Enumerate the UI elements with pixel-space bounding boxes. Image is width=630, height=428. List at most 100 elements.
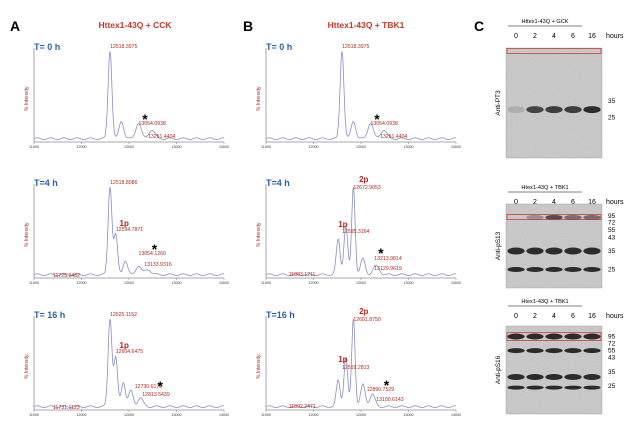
protein-band bbox=[526, 385, 544, 390]
lane-unit-label: hours bbox=[606, 199, 624, 206]
lane-label: 4 bbox=[552, 199, 556, 206]
phospho-tag: 1p bbox=[338, 355, 347, 364]
protein-band bbox=[545, 374, 563, 381]
protein-band bbox=[564, 214, 582, 220]
protein-band bbox=[526, 348, 544, 354]
peak-mass-label: 12519.2813 bbox=[342, 365, 370, 371]
antibody-label: Anti-pS13 bbox=[495, 231, 502, 260]
peak-mass-label: 12594.7871 bbox=[116, 227, 144, 233]
x-tick-label: 12000 bbox=[309, 281, 319, 285]
lane-label: 2 bbox=[533, 33, 537, 40]
protein-band bbox=[583, 374, 601, 381]
protein-band bbox=[564, 106, 582, 114]
peak-mass-label: 12604.6475 bbox=[116, 349, 144, 355]
x-tick-label: 11000 bbox=[29, 413, 39, 417]
y-axis-label: % Intensity bbox=[24, 222, 30, 247]
protein-band bbox=[583, 348, 601, 354]
x-tick-label: 11000 bbox=[261, 413, 271, 417]
x-tick-label: 11000 bbox=[261, 145, 271, 149]
x-tick-label: 13000 bbox=[404, 145, 414, 149]
asterisk-marker: * bbox=[384, 377, 390, 393]
lane-label: 2 bbox=[533, 313, 537, 320]
panel-a-title: Httex1-43Q + CCK bbox=[99, 20, 173, 30]
peak-mass-label: 11731.1123 bbox=[53, 405, 80, 411]
lane-label: 16 bbox=[588, 33, 596, 40]
protein-band bbox=[526, 214, 544, 220]
lane-label: 16 bbox=[588, 199, 596, 206]
x-tick-label: 13000 bbox=[404, 413, 414, 417]
peak-mass-label: 12813.5439 bbox=[142, 392, 170, 398]
phospho-tag: 1p bbox=[120, 341, 129, 350]
membrane-grain bbox=[506, 48, 602, 158]
peak-mass-label: 12518.8086 bbox=[110, 180, 138, 186]
mw-marker: 72 bbox=[608, 341, 616, 348]
protein-band bbox=[507, 374, 525, 381]
protein-band bbox=[526, 106, 544, 114]
spectrum-a-1: % Intensity 11000 12000 12000 13000 14000 T=4 … bbox=[24, 178, 229, 285]
y-axis-label: % Intensity bbox=[256, 222, 262, 247]
x-tick-label: 13000 bbox=[172, 413, 182, 417]
protein-band bbox=[583, 385, 601, 390]
mw-marker: 95 bbox=[608, 334, 616, 341]
x-tick-label: 14000 bbox=[451, 413, 461, 417]
protein-band bbox=[564, 374, 582, 381]
peak-mass-label: 12595.3164 bbox=[342, 229, 370, 235]
protein-band bbox=[545, 214, 563, 220]
x-tick-label: 14000 bbox=[219, 281, 229, 285]
phospho-tag: 2p bbox=[359, 307, 368, 316]
x-tick-label: 13000 bbox=[172, 281, 182, 285]
protein-band bbox=[564, 333, 582, 340]
protein-band bbox=[545, 333, 563, 340]
peak-mass-label: 12518.3975 bbox=[342, 44, 370, 50]
y-axis-label: % Intensity bbox=[24, 354, 30, 379]
lane-label: 0 bbox=[514, 199, 518, 206]
asterisk-marker: * bbox=[142, 111, 148, 127]
x-tick-label: 12000 bbox=[77, 281, 87, 285]
mw-marker: 25 bbox=[608, 383, 616, 390]
peak-mass-label: 13251.4404 bbox=[380, 134, 408, 140]
protein-band bbox=[526, 247, 544, 255]
x-tick-label: 12000 bbox=[124, 145, 134, 149]
panel-b-title: Httex1-43Q + TBK1 bbox=[328, 20, 405, 30]
protein-band bbox=[545, 247, 563, 255]
spectrum-a-2: % Intensity 11000 12000 12000 13000 14000 T= 1… bbox=[24, 310, 229, 417]
x-tick-label: 12000 bbox=[356, 413, 366, 417]
asterisk-marker: * bbox=[152, 241, 158, 257]
mw-marker: 95 bbox=[608, 213, 616, 220]
x-tick-label: 13000 bbox=[404, 281, 414, 285]
mw-marker: 55 bbox=[608, 227, 616, 234]
peak-mass-label: 13251.4404 bbox=[148, 134, 176, 140]
protein-band bbox=[526, 333, 544, 340]
x-tick-label: 11000 bbox=[29, 281, 39, 285]
spectra-layer: % Intensity 11000 12000 12000 13000 14000 T= 0… bbox=[24, 42, 461, 417]
x-tick-label: 12000 bbox=[356, 145, 366, 149]
spectrum-trace bbox=[265, 319, 457, 409]
mw-marker: 43 bbox=[608, 355, 616, 362]
peak-mass-label: 12730.6172 bbox=[135, 384, 163, 390]
panel-letter-a: A bbox=[10, 18, 20, 34]
antibody-label: Anti-pS16 bbox=[495, 355, 502, 384]
x-tick-label: 11000 bbox=[261, 281, 271, 285]
protein-band bbox=[583, 214, 601, 220]
time-label: T=4 h bbox=[266, 178, 290, 188]
lane-label: 6 bbox=[571, 33, 575, 40]
lane-label: 4 bbox=[552, 33, 556, 40]
protein-band bbox=[583, 106, 601, 114]
x-tick-label: 12000 bbox=[77, 413, 87, 417]
panel-letter-c: C bbox=[474, 18, 484, 34]
blot-title: Htex1-43Q + TBK1 bbox=[521, 299, 568, 305]
time-label: T= 0 h bbox=[266, 42, 292, 52]
panel-letter-b: B bbox=[243, 18, 253, 34]
x-tick-label: 11000 bbox=[29, 145, 39, 149]
spectrum-trace bbox=[33, 51, 225, 141]
y-axis-label: % Intensity bbox=[24, 86, 30, 111]
spectrum-trace bbox=[33, 187, 225, 277]
mw-marker: 72 bbox=[608, 219, 616, 226]
peak-mass-label: 12525.1152 bbox=[110, 312, 137, 318]
lane-label: 16 bbox=[588, 313, 596, 320]
western-blot-2: Htex1-43Q + TBK1 0 2 4 6 16 hours Anti-pS16 9572… bbox=[495, 299, 624, 415]
lane-label: 0 bbox=[514, 313, 518, 320]
protein-band bbox=[564, 247, 582, 255]
